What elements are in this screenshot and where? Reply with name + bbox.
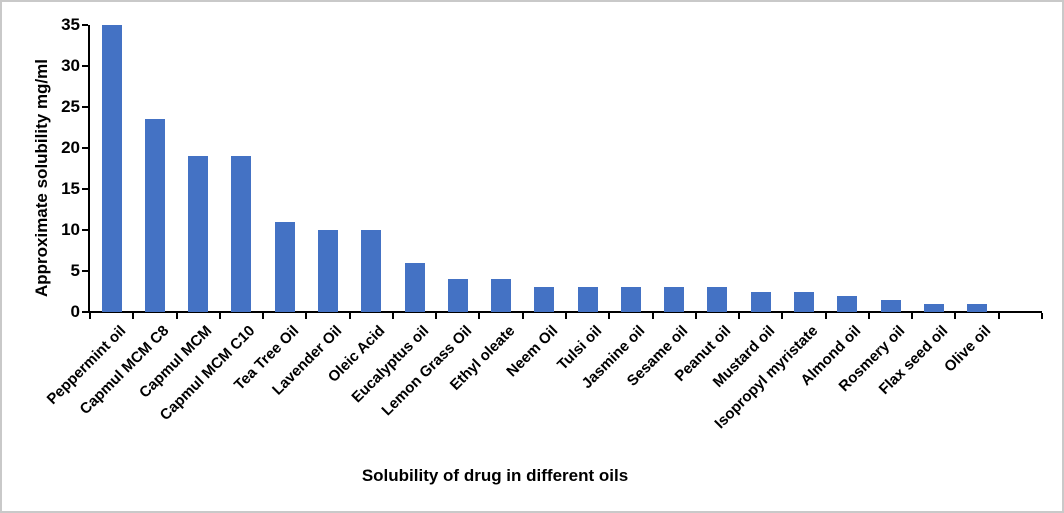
- x-tick: [867, 313, 870, 319]
- x-tick: [89, 313, 91, 319]
- y-tick-label: 35: [61, 15, 80, 34]
- y-tick: [82, 147, 88, 149]
- bar: [231, 156, 252, 312]
- y-tick: [82, 229, 88, 231]
- x-axis-line: [88, 311, 1042, 313]
- bar: [707, 287, 728, 312]
- bar: [837, 295, 858, 312]
- x-category-label: Rosmery oil: [835, 322, 908, 396]
- x-tick: [262, 313, 265, 319]
- x-tick: [391, 313, 394, 319]
- x-tick: [781, 313, 784, 319]
- y-tick: [82, 65, 88, 67]
- y-tick: [82, 311, 88, 313]
- bar: [750, 291, 771, 312]
- y-tick-label: 25: [61, 97, 80, 116]
- x-tick: [651, 313, 654, 319]
- y-tick-label: 5: [70, 261, 80, 280]
- bar: [318, 230, 338, 312]
- bar: [404, 262, 425, 312]
- x-tick: [478, 313, 481, 319]
- bar: [144, 119, 165, 312]
- bar: [491, 279, 512, 312]
- x-tick: [1041, 313, 1043, 319]
- x-tick: [132, 313, 135, 319]
- x-tick: [824, 313, 827, 319]
- y-tick-label: 20: [61, 138, 80, 157]
- x-category-label: Olive oil: [941, 322, 995, 376]
- x-tick: [694, 313, 697, 319]
- x-tick: [218, 313, 221, 319]
- bar: [274, 221, 295, 312]
- bar: [188, 156, 209, 312]
- y-axis-line: [88, 25, 90, 313]
- y-tick-label: 10: [61, 220, 80, 239]
- y-tick: [82, 106, 88, 108]
- x-tick: [435, 313, 438, 319]
- x-tick: [738, 313, 741, 319]
- x-tick: [565, 313, 567, 319]
- bar: [534, 287, 555, 312]
- x-axis-title: Solubility of drug in different oils: [361, 466, 629, 485]
- bar: [620, 287, 641, 312]
- bar: [577, 287, 598, 312]
- x-tick: [608, 313, 611, 319]
- x-tick: [348, 313, 351, 319]
- bar: [101, 25, 122, 312]
- y-tick: [82, 188, 88, 190]
- x-category-label: Lemon Grass Oil: [378, 322, 476, 420]
- x-tick: [997, 313, 1000, 319]
- bar: [880, 299, 901, 312]
- x-tick: [954, 313, 957, 319]
- bar: [967, 303, 988, 312]
- y-tick-label: 30: [61, 56, 80, 75]
- bar: [361, 230, 382, 312]
- bar: [447, 279, 468, 312]
- y-tick-label: 0: [70, 302, 80, 321]
- bar: [794, 291, 814, 312]
- y-tick-label: 15: [61, 179, 80, 198]
- x-tick: [175, 313, 178, 319]
- x-tick: [911, 313, 914, 319]
- x-category-label: Flax seed oil: [875, 322, 952, 398]
- bar: [923, 303, 944, 312]
- y-tick: [82, 270, 88, 272]
- y-tick: [82, 24, 88, 26]
- x-tick: [521, 313, 524, 319]
- x-tick: [305, 313, 308, 319]
- bar: [664, 287, 685, 312]
